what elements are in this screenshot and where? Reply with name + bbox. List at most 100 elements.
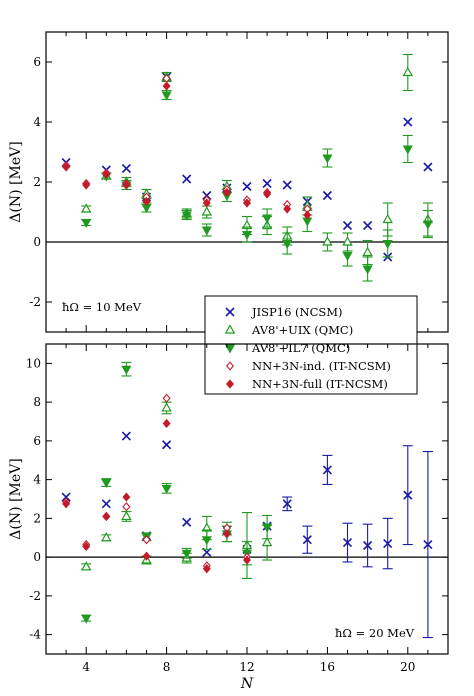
legend-item-av8-uix-qmc: AV8'+UIX (QMC): [224, 323, 353, 337]
bottom-point-jisp16-ncsm: [342, 538, 353, 548]
legend-box: [204, 295, 418, 395]
top-point-nn-3n-full-it-ncsm: [82, 180, 91, 190]
top-series-av8-il7-qmc: [81, 89, 433, 282]
bottom-point-av8-il7-qmc: [161, 484, 172, 494]
bottom-point-nn-3n-full-it-ncsm: [162, 418, 171, 428]
bottom-point-nn-3n-full-it-ncsm: [142, 551, 151, 561]
top-point-nn-3n-full-it-ncsm: [243, 198, 251, 208]
top-y-tick-label: 2: [33, 175, 41, 189]
top-point-av8-il7-qmc: [262, 214, 273, 224]
top-plot-frame: [45, 31, 449, 333]
top-point-jisp16-ncsm: [262, 178, 272, 189]
bottom-point-av8-il7-qmc: [201, 536, 212, 546]
top-point-jisp16-ncsm: [121, 163, 131, 174]
top-point-nn-3n-full-it-ncsm: [283, 204, 292, 214]
x-axis-label: N: [240, 676, 254, 692]
bottom-point-nn-3n-full-it-ncsm: [243, 555, 251, 565]
top-y-tick-label: -2: [29, 295, 41, 309]
legend-marker-jisp16-ncsm: [225, 307, 235, 317]
bottom-y-tick-label: -2: [29, 589, 41, 603]
top-point-av8-il7-qmc: [181, 211, 192, 221]
bottom-point-jisp16-ncsm: [101, 499, 111, 509]
bottom-point-jisp16-ncsm: [121, 431, 131, 441]
bottom-point-jisp16-ncsm: [302, 535, 312, 545]
top-point-av8-il7-qmc: [382, 240, 393, 250]
bottom-point-av8-uix-qmc: [161, 402, 172, 412]
top-point-av8-il7-qmc: [322, 154, 333, 164]
bottom-point-av8-il7-qmc: [121, 365, 132, 375]
top-point-nn-3n-full-it-ncsm: [62, 162, 71, 172]
legend-marker-av8-il7-qmc: [224, 344, 236, 354]
top-point-av8-uix-qmc: [402, 66, 414, 77]
legend-item-jisp16-ncsm: JISP16 (NCSM): [225, 305, 343, 319]
top-y-tick-label: 6: [33, 55, 41, 69]
top-point-av8-uix-qmc: [382, 213, 393, 224]
top-point-jisp16-ncsm: [322, 190, 332, 201]
bottom-point-av8-uix-qmc: [101, 532, 112, 542]
top-point-nn-3n-full-it-ncsm: [303, 210, 312, 220]
legend-item-nn-3n-ind-it-ncsm: NN+3N-ind. (IT-NCSM): [225, 359, 391, 373]
top-point-av8-il7-qmc: [241, 231, 253, 241]
top-point-nn-3n-full-it-ncsm: [122, 180, 131, 190]
legend-label-jisp16-ncsm: JISP16 (NCSM): [251, 305, 343, 319]
bottom-point-jisp16-ncsm: [182, 517, 192, 527]
top-point-jisp16-ncsm: [282, 180, 292, 190]
bottom-y-tick-label: 10: [26, 356, 41, 370]
bottom-point-nn-3n-full-it-ncsm: [222, 529, 231, 539]
bottom-point-nn-3n-ind-it-ncsm: [162, 393, 171, 403]
top-point-jisp16-ncsm: [363, 220, 373, 231]
legend-label-av8-il7-qmc: AV8'+IL7 (QMC): [251, 341, 350, 355]
bottom-point-jisp16-ncsm: [403, 490, 413, 500]
top-y-axis-label: Δ(N) [MeV]: [8, 141, 24, 222]
legend-label-nn-3n-full-it-ncsm: NN+3N-full (IT-NCSM): [252, 377, 388, 391]
top-point-jisp16-ncsm: [242, 181, 252, 192]
top-point-av8-uix-qmc: [80, 203, 92, 213]
bottom-y-tick-label: 8: [33, 395, 41, 409]
bottom-y-tick-label: 2: [33, 511, 41, 525]
top-point-av8-il7-qmc: [342, 252, 353, 262]
top-point-av8-uix-qmc: [362, 246, 373, 257]
legend-label-av8-uix-qmc: AV8'+UIX (QMC): [251, 323, 353, 337]
top-point-av8-il7-qmc: [201, 226, 212, 236]
bottom-panel: -4 -2 0 2 4 6 8 10 4 8 12 16 20 Δ(N) [MeV] N ħΩ = 20…: [8, 343, 449, 692]
top-series-nn-3n-ind-it-ncsm: [62, 73, 312, 214]
top-point-av8-il7-qmc: [362, 265, 373, 275]
top-point-jisp16-ncsm: [342, 220, 353, 231]
top-point-av8-il7-qmc: [402, 145, 413, 155]
bottom-x-tick-label: 8: [163, 660, 171, 674]
bottom-y-tick-label: 4: [33, 473, 41, 487]
bottom-point-jisp16-ncsm: [162, 440, 172, 450]
bottom-point-jisp16-ncsm: [322, 465, 332, 475]
top-point-nn-3n-full-it-ncsm: [202, 198, 211, 208]
bottom-point-nn-3n-full-it-ncsm: [82, 541, 91, 552]
bottom-point-nn-3n-full-it-ncsm: [102, 511, 111, 521]
bottom-point-jisp16-ncsm: [282, 499, 292, 509]
bottom-series-av8-il7-qmc: [81, 361, 273, 624]
top-annotation: ħΩ = 10 MeV: [62, 300, 142, 314]
top-point-jisp16-ncsm: [403, 117, 413, 127]
top-point-av8-il7-qmc: [161, 91, 172, 101]
top-y-tick-label: 0: [33, 235, 41, 249]
bottom-y-tick-label: 0: [33, 550, 41, 564]
top-point-nn-3n-full-it-ncsm: [142, 196, 151, 207]
legend: JISP16 (NCSM) AV8'+UIX (QMC) AV8'+IL7 (QMC…: [204, 295, 418, 395]
legend-marker-av8-uix-qmc: [224, 324, 236, 334]
top-point-nn-3n-full-it-ncsm: [222, 187, 231, 198]
bottom-point-nn-3n-ind-it-ncsm: [142, 535, 151, 545]
bottom-point-nn-3n-ind-it-ncsm: [122, 502, 131, 512]
bottom-x-tick-label: 20: [400, 660, 415, 674]
bottom-point-nn-3n-full-it-ncsm: [62, 499, 71, 509]
bottom-series-nn-3n-ind-it-ncsm: [62, 393, 252, 571]
bottom-point-av8-il7-qmc: [81, 614, 92, 624]
top-y-tick-label: 4: [33, 115, 41, 129]
bottom-point-nn-3n-full-it-ncsm: [202, 564, 211, 574]
top-point-av8-uix-qmc: [322, 236, 333, 246]
legend-item-nn-3n-full-it-ncsm: NN+3N-full (IT-NCSM): [226, 377, 388, 391]
top-point-nn-3n-full-it-ncsm: [263, 189, 272, 199]
bottom-y-axis-label: Δ(N) [MeV]: [8, 458, 24, 539]
top-point-jisp16-ncsm: [182, 174, 192, 184]
bottom-y-tick-label: 6: [33, 434, 41, 448]
legend-marker-nn-3n-ind-it-ncsm: [225, 361, 235, 371]
bottom-point-nn-3n-full-it-ncsm: [122, 492, 131, 502]
